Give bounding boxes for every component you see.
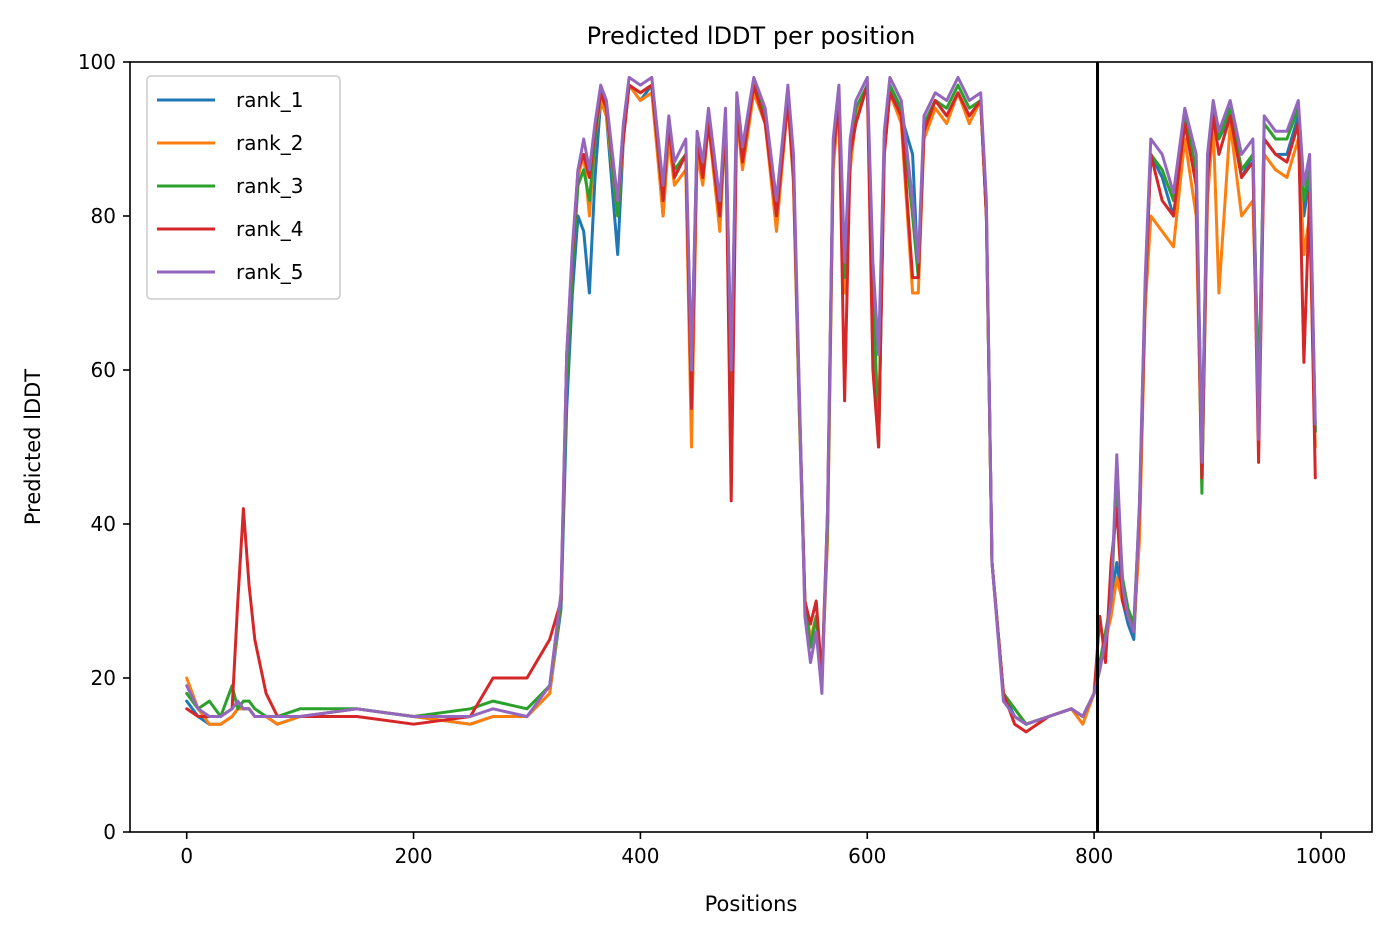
y-tick-label: 0 xyxy=(103,820,116,844)
y-tick-label: 20 xyxy=(91,666,116,690)
x-tick-label: 1000 xyxy=(1296,844,1347,868)
legend-label: rank_2 xyxy=(236,131,303,155)
legend-label: rank_3 xyxy=(236,174,303,198)
x-tick-label: 800 xyxy=(1075,844,1113,868)
y-tick-label: 100 xyxy=(78,50,116,74)
legend-label: rank_4 xyxy=(236,217,303,241)
y-tick-label: 80 xyxy=(91,204,116,228)
series-layer xyxy=(185,75,1317,734)
x-tick-label: 400 xyxy=(621,844,659,868)
series-line-rank-5 xyxy=(185,75,1317,726)
plot-frame xyxy=(129,61,1373,833)
y-tick-label: 60 xyxy=(91,358,116,382)
legend-label: rank_1 xyxy=(236,88,303,112)
y-axis-ticks: 0 20 40 60 80 100 xyxy=(78,50,130,844)
x-tick-label: 200 xyxy=(394,844,432,868)
legend: rank_1 rank_2 rank_3 rank_4 rank_5 xyxy=(146,75,341,300)
x-axis-label: Positions xyxy=(705,892,798,916)
legend-box xyxy=(146,75,341,300)
y-tick-label: 40 xyxy=(91,512,116,536)
y-axis-label: Predicted lDDT xyxy=(21,369,45,525)
chart-title: Predicted lDDT per position xyxy=(587,22,916,50)
legend-label: rank_5 xyxy=(236,260,303,284)
x-tick-label: 0 xyxy=(180,844,193,868)
x-tick-label: 600 xyxy=(848,844,886,868)
x-axis-ticks: 0 200 400 600 800 1000 xyxy=(180,832,1346,868)
